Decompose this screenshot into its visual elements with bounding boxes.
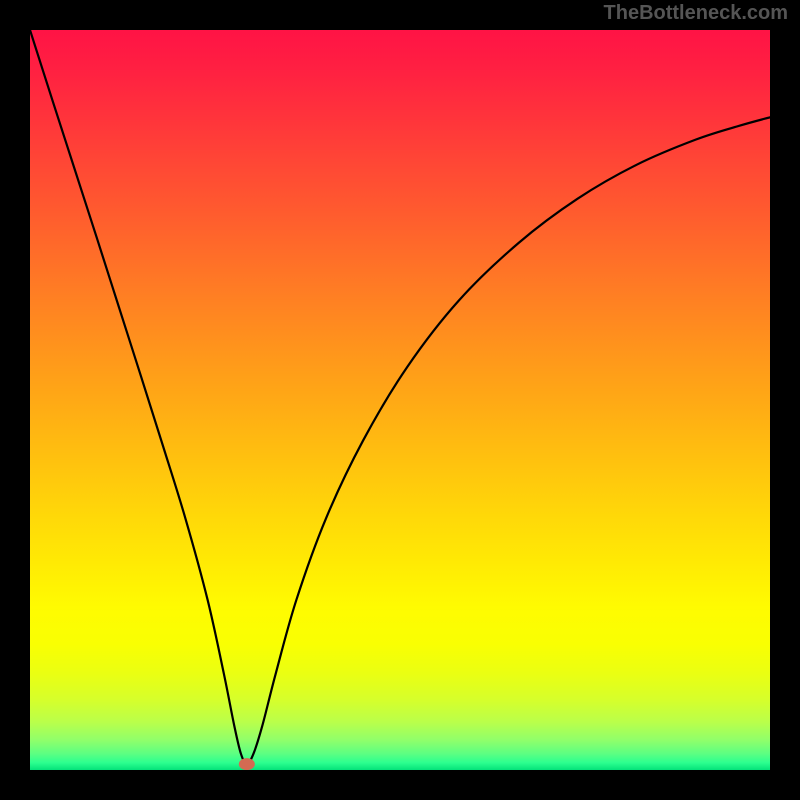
plot-area [30, 30, 770, 770]
chart-frame: TheBottleneck.com [0, 0, 800, 800]
watermark-text: TheBottleneck.com [604, 2, 788, 25]
plot-svg [30, 30, 770, 770]
gradient-background [30, 30, 770, 770]
min-marker [239, 758, 255, 770]
